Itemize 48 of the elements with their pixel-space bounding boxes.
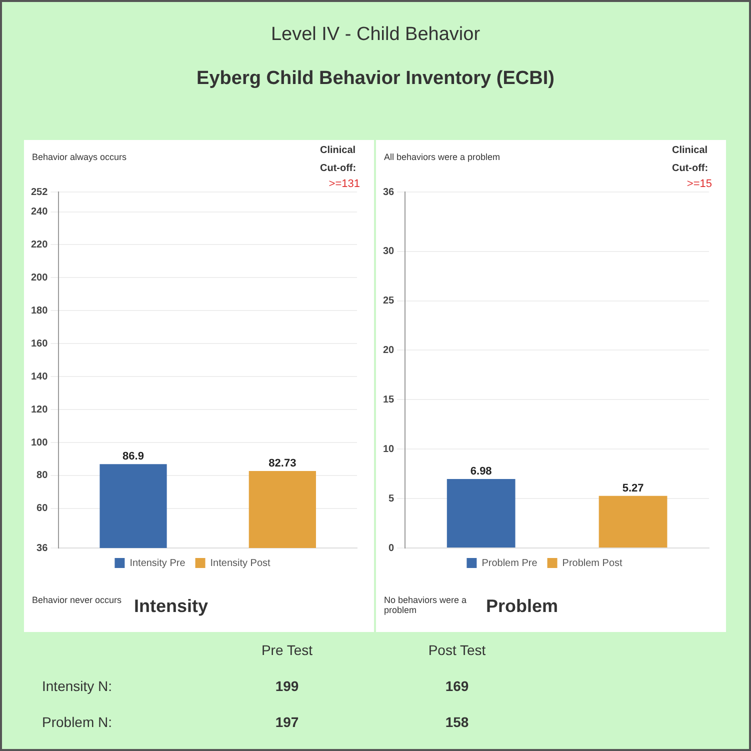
chart-title: Level IV - Child Behavior	[270, 24, 482, 46]
x-axis-title: Problem	[486, 596, 558, 617]
y-tick-label: 15	[383, 394, 395, 406]
y-tick-label: 100	[30, 437, 48, 448]
text: Behavior never occurs	[32, 595, 122, 605]
y-tick-label: 25	[383, 296, 395, 307]
y-tick-label: 20	[383, 344, 395, 356]
text: 158	[444, 714, 470, 730]
text: Post Test	[427, 642, 487, 658]
y-tick-label: 0	[388, 542, 395, 554]
y-tick-label: 220	[30, 239, 48, 250]
data-label: 6.98	[470, 466, 492, 478]
y-tick-label: 140	[30, 371, 48, 382]
legend-label: Problem Post	[562, 558, 623, 569]
y-tick-label: 200	[30, 272, 48, 284]
data-label: 86.9	[122, 450, 144, 463]
text: 197	[274, 714, 300, 730]
y-tick-label: 60	[36, 503, 48, 514]
y-tick-label: 36	[383, 186, 395, 198]
y-tick-label: 36	[36, 542, 48, 554]
y-tick-label: 10	[383, 444, 395, 455]
text: 199	[274, 678, 300, 694]
data-label: 5.27	[622, 482, 644, 494]
x-axis-title: Intensity	[134, 596, 208, 617]
text: Intensity N:	[42, 678, 114, 694]
text: >=131	[328, 178, 360, 190]
text: Clinical Cut-off:	[672, 144, 710, 176]
text: Problem N:	[42, 714, 114, 730]
text: No behaviors were a problem	[384, 595, 468, 615]
y-tick-label: 120	[30, 404, 48, 416]
y-tick-label: 180	[30, 305, 48, 316]
y-tick-label: 30	[383, 246, 395, 258]
y-tick-label: 80	[36, 470, 48, 482]
text: >=15	[686, 178, 712, 190]
text: Pre Test	[260, 642, 314, 658]
data-label: 82.73	[268, 458, 296, 470]
text: 169	[444, 678, 470, 694]
text: Clinical Cut-off:	[320, 144, 358, 176]
y-tick-label: 252	[30, 186, 48, 198]
y-tick-label: 160	[30, 338, 48, 350]
y-tick-label: 240	[30, 206, 48, 218]
text: All behaviors were a problem	[384, 152, 500, 162]
y-tick-label: 5	[388, 493, 395, 504]
legend-label: Intensity Pre	[130, 558, 186, 569]
text: Behavior always occurs	[32, 152, 127, 162]
chart-subtitle: Eyberg Child Behavior Inventory (ECBI)	[196, 68, 556, 90]
legend-label: Intensity Post	[210, 558, 271, 569]
legend-label: Problem Pre	[482, 558, 538, 569]
